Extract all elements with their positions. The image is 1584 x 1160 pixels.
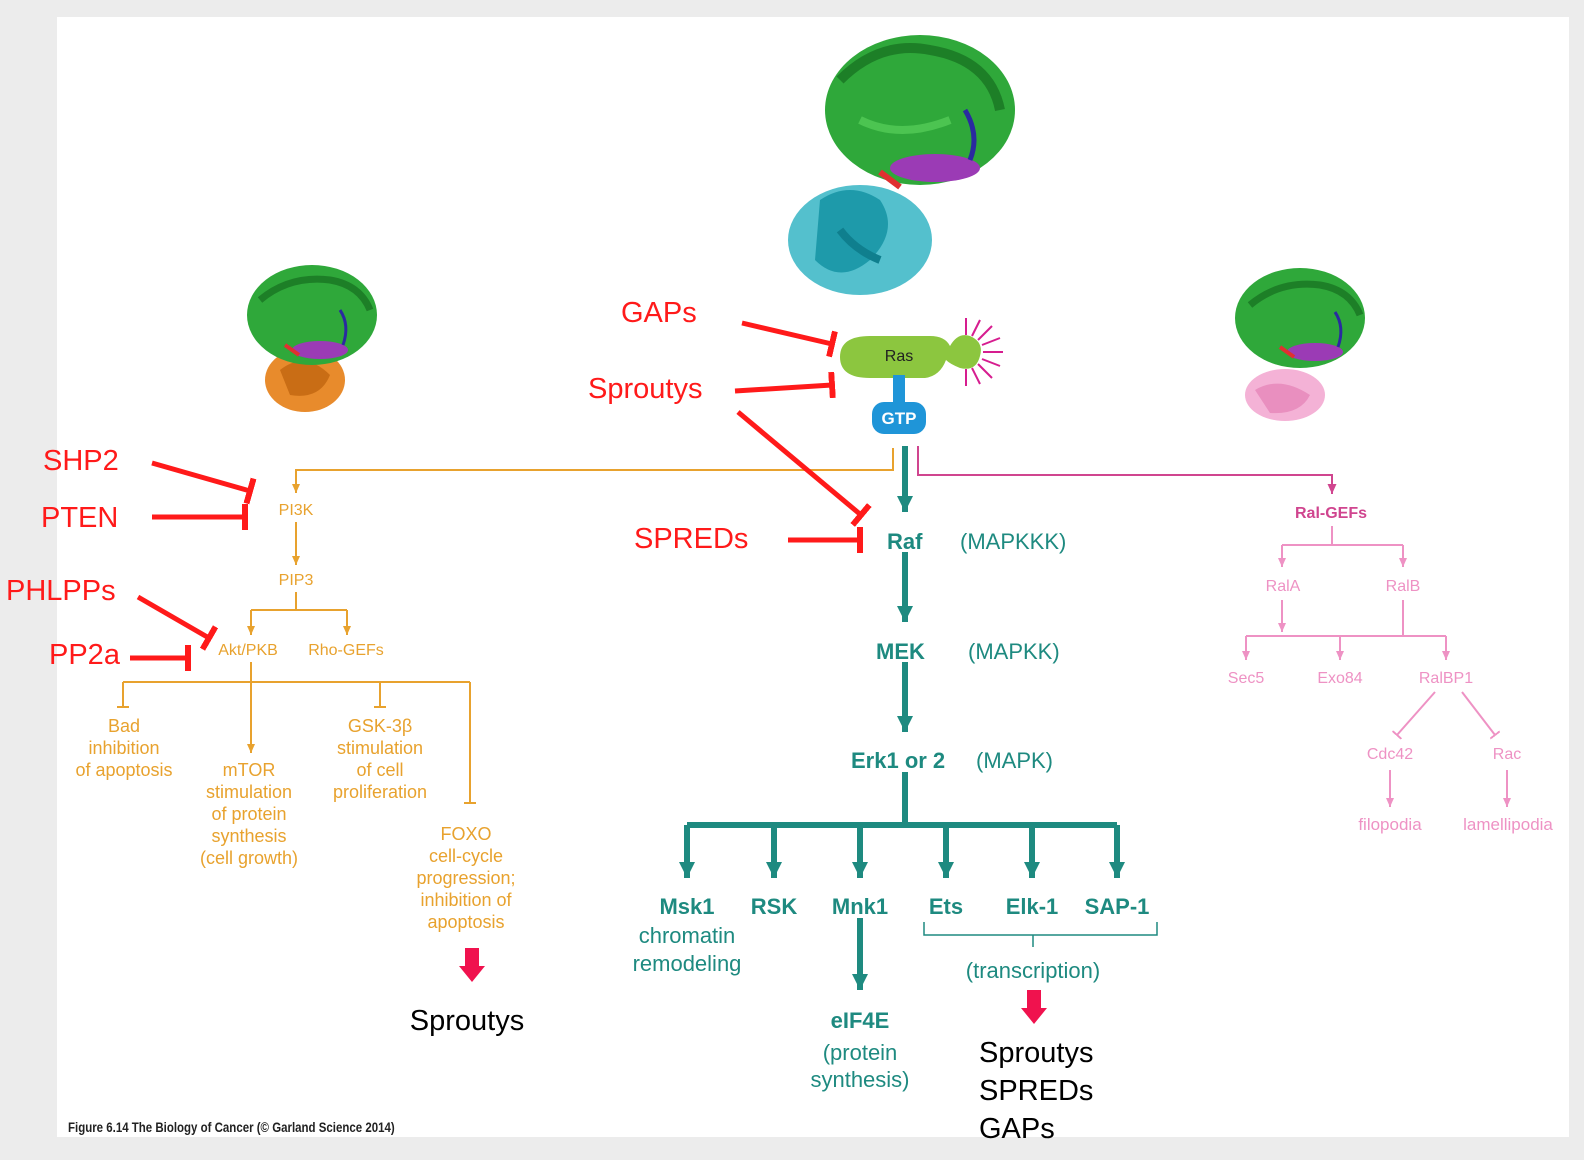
svg-text:of cell: of cell	[356, 760, 403, 780]
mapk-branch-lines	[679, 446, 1125, 990]
sec5-label: Sec5	[1228, 670, 1265, 687]
svg-text:of apoptosis: of apoptosis	[75, 760, 172, 780]
mapk-branch-labels: Raf (MAPKKK) MEK (MAPKK) Erk1 or 2 (MAPK…	[633, 529, 1150, 1092]
svg-text:cell-cycle: cell-cycle	[429, 846, 503, 866]
lamellipodia-label: lamellipodia	[1463, 815, 1553, 834]
svg-text:apoptosis: apoptosis	[427, 912, 504, 932]
rsk-label: RSK	[751, 894, 798, 919]
sap1-label: SAP-1	[1085, 894, 1150, 919]
msk1-note: chromatin	[639, 923, 736, 948]
ras-label: Ras	[885, 348, 913, 365]
gtp-label: GTP	[882, 409, 917, 428]
svg-text:remodeling: remodeling	[633, 951, 742, 976]
svg-text:progression;: progression;	[416, 868, 515, 888]
raf-label: Raf	[887, 529, 923, 554]
svg-text:Sproutys: Sproutys	[979, 1037, 1093, 1069]
phlpps-label: PHLPPs	[6, 575, 116, 607]
ral-branch-labels: Ral-GEFs RalA RalB Sec5 Exo84 RalBP1 Cdc…	[1228, 505, 1554, 834]
filopodia-label: filopodia	[1358, 815, 1422, 834]
pip3-label: PIP3	[279, 572, 314, 589]
svg-text:FOXO: FOXO	[440, 824, 491, 844]
mtor-label: mTOR stimulation of protein synthesis (c…	[200, 760, 298, 868]
svg-text:Bad: Bad	[108, 716, 140, 736]
svg-text:stimulation: stimulation	[206, 782, 292, 802]
pi3k-branch-labels: PI3K PIP3 Akt/PKB Rho-GEFs Bad inhibitio…	[75, 502, 515, 932]
transcription-output-label: Sproutys SPREDs GAPs	[979, 1037, 1093, 1145]
svg-text:synthesis): synthesis)	[810, 1067, 909, 1092]
mek-note: (MAPKK)	[968, 639, 1060, 664]
raf-note: (MAPKKK)	[960, 529, 1066, 554]
foxo-label: FOXO cell-cycle progression; inhibition …	[416, 824, 515, 932]
exo84-label: Exo84	[1317, 670, 1362, 687]
spreds-label: SPREDs	[634, 523, 748, 555]
svg-text:SPREDs: SPREDs	[979, 1075, 1093, 1107]
rac-label: Rac	[1493, 746, 1521, 763]
msk1-label: Msk1	[659, 894, 714, 919]
gsk-label: GSK-3β stimulation of cell proliferation	[333, 716, 427, 802]
inhibitor-lines	[130, 320, 872, 671]
ras-raf-complex-icon	[788, 35, 1015, 295]
svg-text:inhibition: inhibition	[88, 738, 159, 758]
transcription-bracket	[923, 922, 1158, 947]
gtp-stem	[893, 375, 905, 405]
ral-branch-lines	[917, 446, 1511, 807]
transcription-label: (transcription)	[966, 958, 1100, 983]
elk1-label: Elk-1	[1006, 894, 1059, 919]
akt-label: Akt/PKB	[218, 642, 278, 659]
rho-gefs-label: Rho-GEFs	[308, 642, 384, 659]
pten-label: PTEN	[41, 502, 118, 534]
svg-text:of protein: of protein	[211, 804, 286, 824]
svg-text:mTOR: mTOR	[223, 760, 276, 780]
pi3k-label: PI3K	[279, 502, 314, 519]
ralbp1-label: RalBP1	[1419, 670, 1473, 687]
gaps-label: GAPs	[621, 297, 697, 329]
svg-text:stimulation: stimulation	[337, 738, 423, 758]
ras-pi3k-complex-icon	[247, 265, 377, 412]
feedback-arrow-foxo	[459, 948, 485, 982]
eif4e-label: eIF4E	[831, 1008, 890, 1033]
svg-text:inhibition of: inhibition of	[420, 890, 512, 910]
svg-text:synthesis: synthesis	[211, 826, 286, 846]
ras-spikes	[965, 318, 1003, 386]
bad-label: Bad inhibition of apoptosis	[75, 716, 172, 780]
foxo-output-label: Sproutys	[410, 1005, 524, 1037]
inhibitor-labels: GAPs Sproutys SPREDs SHP2 PTEN PHLPPs PP…	[6, 297, 748, 671]
figure-caption: Figure 6.14 The Biology of Cancer (© Gar…	[68, 1119, 395, 1135]
eif4e-note: (protein	[823, 1040, 898, 1065]
rala-label: RalA	[1266, 578, 1301, 595]
svg-text:proliferation: proliferation	[333, 782, 427, 802]
erk-label: Erk1 or 2	[851, 748, 945, 773]
pp2a-label: PP2a	[49, 639, 121, 671]
shp2-label: SHP2	[43, 445, 119, 477]
svg-text:GSK-3β: GSK-3β	[348, 716, 412, 736]
pi3k-branch-lines	[117, 448, 894, 804]
mek-label: MEK	[876, 639, 925, 664]
feedback-arrow-transcription	[1021, 990, 1047, 1024]
gtp-box	[872, 402, 926, 434]
erk-note: (MAPK)	[976, 748, 1053, 773]
svg-text:(cell growth): (cell growth)	[200, 848, 298, 868]
ral-gefs-label: Ral-GEFs	[1295, 505, 1367, 522]
sproutys-inhibitor-label: Sproutys	[588, 373, 702, 405]
ralb-label: RalB	[1386, 578, 1421, 595]
mnk1-label: Mnk1	[832, 894, 888, 919]
cdc42-label: Cdc42	[1367, 746, 1413, 763]
svg-text:GAPs: GAPs	[979, 1113, 1055, 1145]
ras-protein: Ras GTP	[840, 318, 1003, 434]
ets-label: Ets	[929, 894, 963, 919]
ras-ralgds-complex-icon	[1235, 268, 1365, 421]
